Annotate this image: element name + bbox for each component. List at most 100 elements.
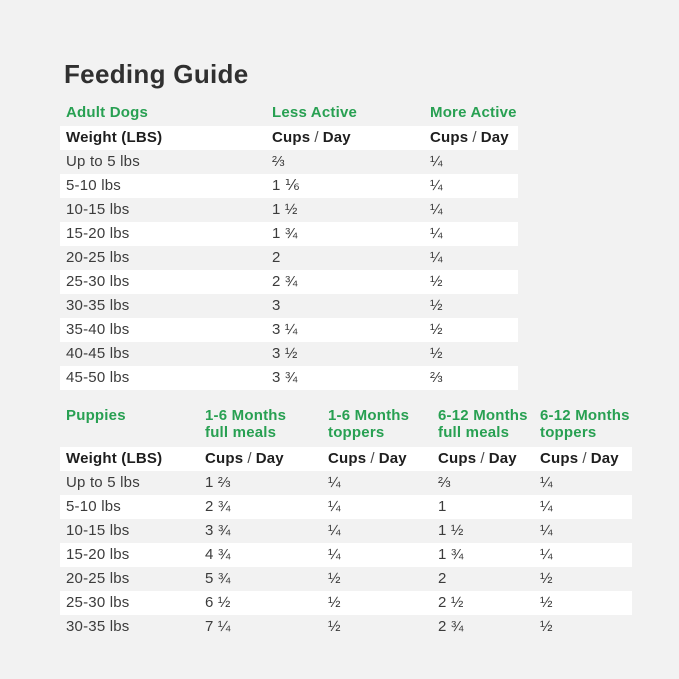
table-row: 10-15 lbs 1 ½ ¼ (60, 198, 518, 222)
weight-cell: 30-35 lbs (66, 618, 130, 635)
cups-cell: ½ (430, 345, 443, 362)
weight-cell: 10-15 lbs (66, 201, 130, 218)
cups-cell: 1 ¾ (272, 225, 298, 242)
cups-day-header: Cups / Day (430, 129, 509, 146)
weight-cell: 20-25 lbs (66, 249, 130, 266)
cups-day-header: Cups / Day (540, 450, 619, 467)
cups-cell: ¼ (430, 225, 443, 242)
table-row: 35-40 lbs 3 ¼ ½ (60, 318, 518, 342)
weight-cell: 5-10 lbs (66, 177, 121, 194)
table-row: 5-10 lbs 2 ¾ ¼ 1 ¼ (60, 495, 632, 519)
table-row: 5-10 lbs 1 ⅙ ¼ (60, 174, 518, 198)
cups-cell: 1 ⅔ (205, 474, 231, 491)
table-row: Up to 5 lbs 1 ⅔ ¼ ⅔ ¼ (60, 471, 632, 495)
cups-cell: ¼ (328, 546, 341, 563)
cups-cell: ½ (540, 570, 553, 587)
less-active-header: Less Active (272, 104, 358, 121)
cups-cell: 6 ½ (205, 594, 231, 611)
weight-cell: 25-30 lbs (66, 273, 130, 290)
cups-day-header: Cups / Day (328, 450, 407, 467)
cups-cell: ½ (430, 297, 443, 314)
cups-cell: ¼ (430, 201, 443, 218)
table-row: 40-45 lbs 3 ½ ½ (60, 342, 518, 366)
cups-cell: 4 ¾ (205, 546, 231, 563)
table-row: 20-25 lbs 2 ¼ (60, 246, 518, 270)
table-row: 30-35 lbs 7 ¼ ½ 2 ¾ ½ (60, 615, 632, 639)
cups-cell: 3 ¾ (272, 369, 298, 386)
table-row: 15-20 lbs 1 ¾ ¼ (60, 222, 518, 246)
cups-cell: 1 ⅙ (272, 177, 300, 194)
cups-cell: ¼ (540, 522, 553, 539)
weight-cell: 40-45 lbs (66, 345, 130, 362)
cups-cell: 2 ¾ (272, 273, 298, 290)
cups-cell: ¼ (328, 474, 341, 491)
cups-cell: ½ (540, 594, 553, 611)
puppies-column-header-row: Weight (LBS) Cups / Day Cups / Day Cups / Day … (60, 447, 632, 471)
more-active-header: More Active (430, 104, 517, 121)
cups-cell: ¼ (328, 498, 341, 515)
puppies-table: Puppies 1-6 Months full meals 1-6 Months t… (60, 405, 632, 639)
cups-cell: 3 (272, 297, 281, 314)
cups-cell: 7 ¼ (205, 618, 231, 635)
cups-cell: ½ (430, 321, 443, 338)
table-row: 20-25 lbs 5 ¾ ½ 2 ½ (60, 567, 632, 591)
table-row: 25-30 lbs 6 ½ ½ 2 ½ ½ (60, 591, 632, 615)
cups-cell: ¼ (430, 249, 443, 266)
cups-day-header: Cups / Day (205, 450, 284, 467)
weight-cell: 15-20 lbs (66, 546, 130, 563)
months-1-6-toppers-header: 1-6 Months toppers (328, 407, 410, 441)
cups-cell: 2 (438, 570, 447, 587)
cups-cell: ½ (328, 594, 341, 611)
weight-cell: Up to 5 lbs (66, 153, 140, 170)
table-row: 45-50 lbs 3 ¾ ⅔ (60, 366, 518, 390)
weight-cell: 20-25 lbs (66, 570, 130, 587)
cups-cell: ¼ (540, 498, 553, 515)
weight-cell: 15-20 lbs (66, 225, 130, 242)
cups-cell: ¼ (430, 153, 443, 170)
cups-cell: 1 ½ (272, 201, 298, 218)
cups-cell: ¼ (540, 474, 553, 491)
months-1-6-full-meals-header: 1-6 Months full meals (205, 407, 287, 441)
cups-cell: 2 (272, 249, 281, 266)
weight-cell: 35-40 lbs (66, 321, 130, 338)
cups-cell: ½ (328, 618, 341, 635)
table-row: Up to 5 lbs ⅔ ¼ (60, 150, 518, 174)
months-6-12-toppers-header: 6-12 Months toppers (540, 407, 630, 441)
cups-cell: ½ (430, 273, 443, 290)
weight-cell: 30-35 lbs (66, 297, 130, 314)
adult-dogs-label: Adult Dogs (66, 104, 148, 121)
table-row: 30-35 lbs 3 ½ (60, 294, 518, 318)
adult-section-header-row: Adult Dogs Less Active More Active (60, 103, 518, 126)
cups-cell: ½ (328, 570, 341, 587)
weight-cell: 5-10 lbs (66, 498, 121, 515)
weight-cell: 10-15 lbs (66, 522, 130, 539)
weight-cell: 25-30 lbs (66, 594, 130, 611)
cups-cell: ¼ (328, 522, 341, 539)
cups-cell: 2 ½ (438, 594, 464, 611)
cups-cell: 2 ¾ (438, 618, 464, 635)
cups-cell: 1 (438, 498, 447, 515)
cups-cell: 1 ¾ (438, 546, 464, 563)
cups-cell: ⅔ (438, 474, 451, 491)
cups-cell: 1 ½ (438, 522, 464, 539)
weight-cell: 45-50 lbs (66, 369, 130, 386)
cups-day-header: Cups / Day (438, 450, 517, 467)
cups-cell: ⅔ (272, 153, 285, 170)
cups-cell: ¼ (540, 546, 553, 563)
cups-cell: 2 ¾ (205, 498, 231, 515)
table-row: 25-30 lbs 2 ¾ ½ (60, 270, 518, 294)
table-row: 15-20 lbs 4 ¾ ¼ 1 ¾ ¼ (60, 543, 632, 567)
cups-cell: ¼ (430, 177, 443, 194)
table-row: 10-15 lbs 3 ¾ ¼ 1 ½ ¼ (60, 519, 632, 543)
cups-cell: 3 ¾ (205, 522, 231, 539)
cups-cell: 3 ¼ (272, 321, 298, 338)
cups-cell: ⅔ (430, 369, 443, 386)
puppies-label: Puppies (66, 407, 126, 424)
cups-cell: 5 ¾ (205, 570, 231, 587)
cups-day-header: Cups / Day (272, 129, 351, 146)
cups-cell: ½ (540, 618, 553, 635)
cups-cell: 3 ½ (272, 345, 298, 362)
adult-column-header-row: Weight (LBS) Cups / Day Cups / Day (60, 126, 518, 150)
weight-cell: Up to 5 lbs (66, 474, 140, 491)
